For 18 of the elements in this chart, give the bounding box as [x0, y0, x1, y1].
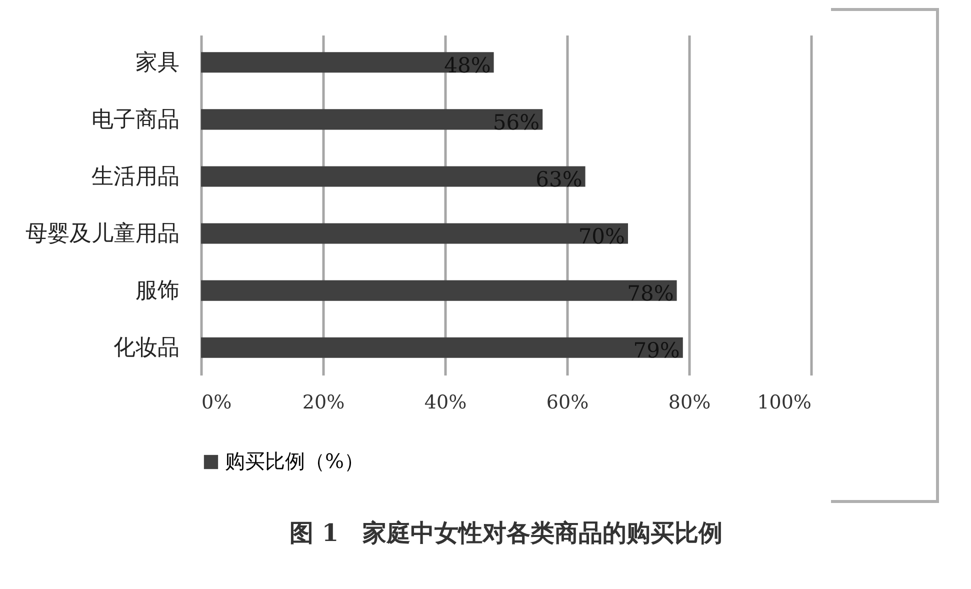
legend-label: 购买比例（%）	[225, 449, 364, 473]
y-tick-label: 服饰	[136, 278, 180, 304]
y-tick-label: 家具	[136, 50, 180, 76]
x-tick-label: 80%	[668, 392, 711, 414]
x-tick-label: 100%	[757, 392, 812, 414]
y-tick-label: 化妆品	[114, 336, 180, 361]
x-tick-label: 60%	[546, 392, 589, 414]
y-tick-label: 生活用品	[92, 164, 180, 190]
y-tick-label: 母婴及儿童用品	[26, 222, 180, 247]
data-label: 63%	[536, 167, 582, 192]
x-tick-label: 20%	[302, 392, 345, 414]
data-label: 48%	[444, 53, 491, 78]
y-tick-label: 电子商品	[92, 107, 180, 132]
data-label: 56%	[492, 110, 540, 134]
data-label: 70%	[578, 224, 625, 249]
text: 图 1 家庭中女性对各类商品的购买比例	[289, 518, 723, 547]
x-tick-label: 0%	[202, 392, 232, 414]
x-tick-label: 40%	[424, 392, 467, 414]
